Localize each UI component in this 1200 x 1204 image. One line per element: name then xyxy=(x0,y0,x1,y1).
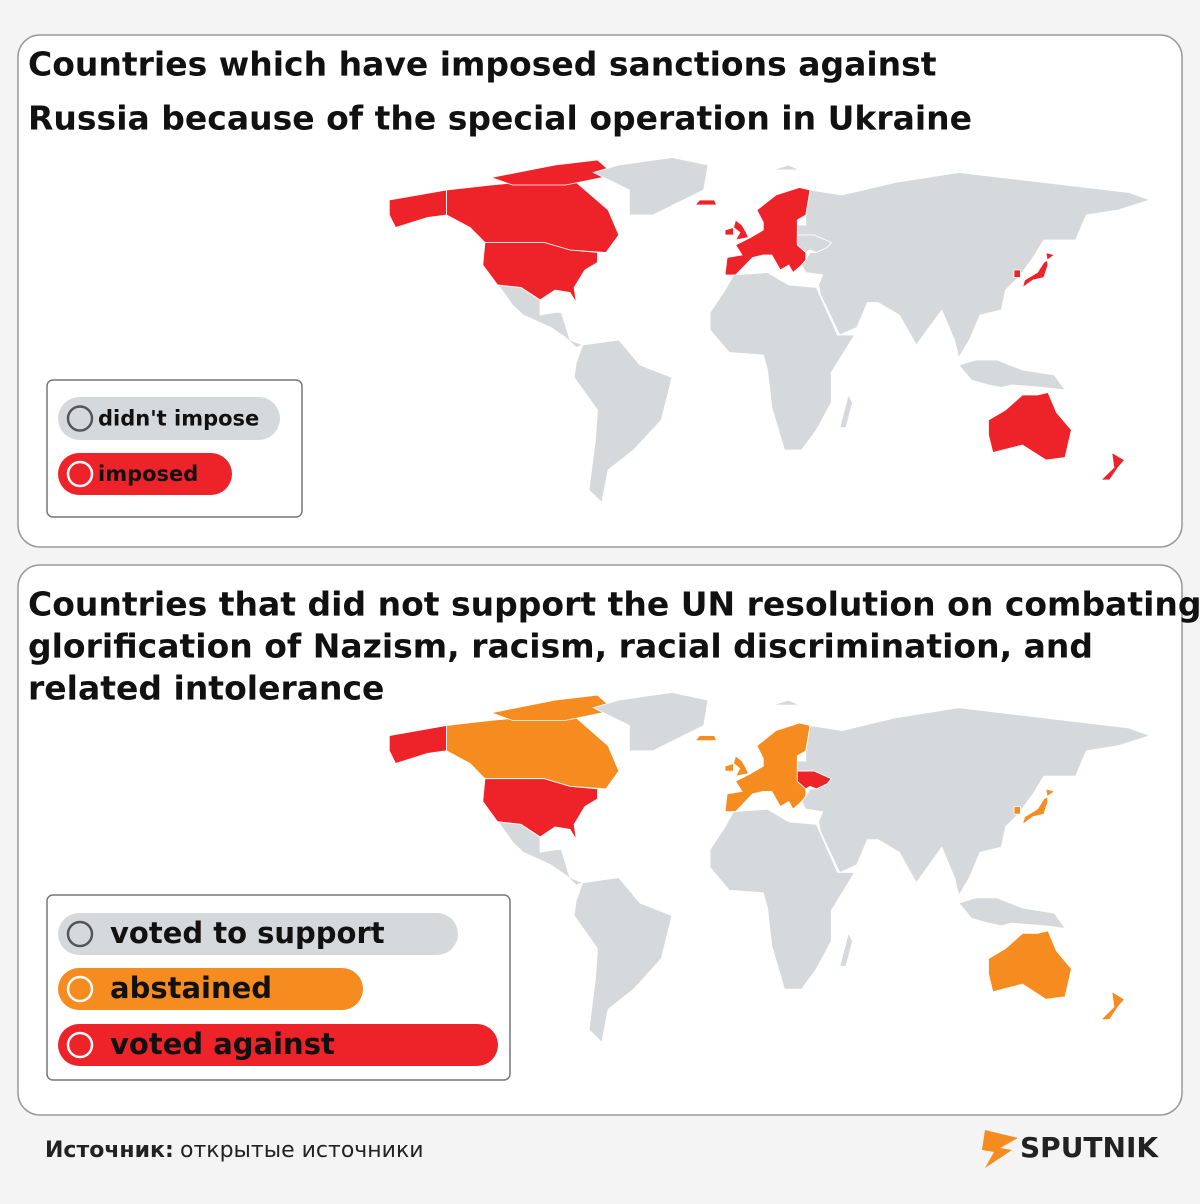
country-region xyxy=(573,339,673,504)
panel-title: related intolerance xyxy=(28,669,384,708)
country-region xyxy=(694,735,718,742)
legend-swatch xyxy=(58,913,458,955)
brand-logo xyxy=(982,1130,1018,1168)
country-region xyxy=(988,392,1072,461)
panel xyxy=(17,34,1183,548)
country-region xyxy=(1013,269,1021,278)
country-region xyxy=(1100,451,1126,481)
overlay: Countries which have imposed sanctions a… xyxy=(28,45,1200,1081)
legend-swatch xyxy=(58,1024,498,1066)
legend-marker xyxy=(66,460,94,488)
legend-marker xyxy=(66,975,94,1003)
country-region xyxy=(724,722,811,813)
country-region xyxy=(771,699,800,706)
country-region xyxy=(1021,788,1056,826)
source-text: открытые источники xyxy=(180,1138,424,1163)
country-region xyxy=(724,762,734,772)
country-region xyxy=(771,164,800,171)
country-region xyxy=(573,877,673,1044)
country-region xyxy=(988,930,1072,1000)
legend-swatch xyxy=(58,397,280,440)
country-region xyxy=(1013,806,1021,815)
panel-title: Countries that did not support the UN re… xyxy=(28,585,1200,624)
legend-label: abstained xyxy=(110,971,272,1005)
country-region xyxy=(709,272,856,451)
country-region xyxy=(733,219,749,241)
legend-marker xyxy=(66,1031,94,1059)
country-region xyxy=(947,352,1066,391)
country-region xyxy=(839,393,853,428)
country-region xyxy=(796,172,1152,359)
panel-title: Russia because of the special operation … xyxy=(28,99,972,138)
country-region xyxy=(1021,251,1056,289)
legend-swatch xyxy=(58,968,363,1010)
country-region xyxy=(796,707,1152,897)
legend-label: voted to support xyxy=(110,916,385,950)
legend-label: didn't impose xyxy=(98,407,259,431)
country-region xyxy=(724,226,734,236)
country-region xyxy=(796,234,832,253)
legend-label: voted against xyxy=(110,1027,335,1061)
source-label: Источник: xyxy=(45,1138,174,1163)
legend-swatch xyxy=(58,453,232,495)
country-region xyxy=(724,187,811,276)
country-region xyxy=(592,157,709,216)
brand: SPUTNIK xyxy=(1020,1131,1159,1164)
country-region xyxy=(709,808,856,990)
maps xyxy=(388,157,1152,1044)
country-region xyxy=(592,692,709,752)
country-region xyxy=(947,890,1066,929)
country-region xyxy=(733,755,749,777)
legend-marker xyxy=(66,920,94,948)
legend-label: imposed xyxy=(98,462,198,486)
legend-marker xyxy=(66,405,94,432)
country-region xyxy=(1100,990,1126,1020)
country-region xyxy=(839,932,853,967)
country-region xyxy=(796,770,832,790)
panel-title: Countries which have imposed sanctions a… xyxy=(28,45,937,84)
country-region xyxy=(694,199,718,206)
panel-title: glorification of Nazism, racism, racial … xyxy=(28,627,1093,666)
